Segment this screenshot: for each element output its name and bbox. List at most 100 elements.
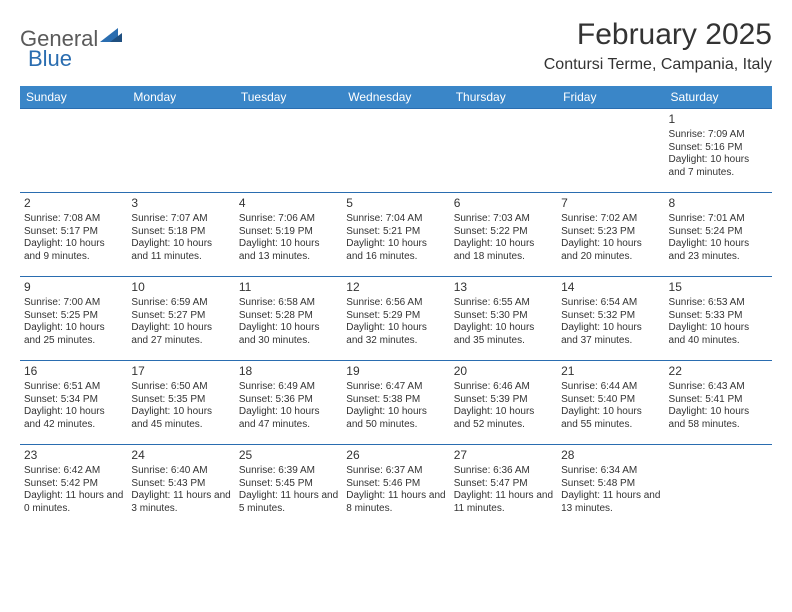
sunset-text: Sunset: 5:34 PM [24,394,123,407]
calendar-cell: 16Sunrise: 6:51 AMSunset: 5:34 PMDayligh… [20,361,127,445]
daylight-text: Daylight: 10 hours and 35 minutes. [454,322,553,347]
day-number: 13 [454,280,553,295]
day-number: 7 [561,196,660,211]
calendar-body: 1Sunrise: 7:09 AMSunset: 5:16 PMDaylight… [20,109,772,529]
day-number: 9 [24,280,123,295]
sunset-text: Sunset: 5:21 PM [346,226,445,239]
sunset-text: Sunset: 5:27 PM [131,310,230,323]
day-header: Friday [557,86,664,109]
sunset-text: Sunset: 5:36 PM [239,394,338,407]
brand-part2: Blue [28,46,72,72]
calendar-cell: 28Sunrise: 6:34 AMSunset: 5:48 PMDayligh… [557,445,664,529]
calendar-cell: 23Sunrise: 6:42 AMSunset: 5:42 PMDayligh… [20,445,127,529]
calendar-cell [235,109,342,193]
sunrise-text: Sunrise: 6:43 AM [669,381,768,394]
sunrise-text: Sunrise: 6:34 AM [561,465,660,478]
calendar-cell: 25Sunrise: 6:39 AMSunset: 5:45 PMDayligh… [235,445,342,529]
sunrise-text: Sunrise: 7:03 AM [454,213,553,226]
calendar-cell: 19Sunrise: 6:47 AMSunset: 5:38 PMDayligh… [342,361,449,445]
day-number: 2 [24,196,123,211]
day-header: Monday [127,86,234,109]
sunset-text: Sunset: 5:25 PM [24,310,123,323]
sunrise-text: Sunrise: 7:04 AM [346,213,445,226]
sunrise-text: Sunrise: 6:40 AM [131,465,230,478]
calendar-cell: 12Sunrise: 6:56 AMSunset: 5:29 PMDayligh… [342,277,449,361]
daylight-text: Daylight: 10 hours and 45 minutes. [131,406,230,431]
sunrise-text: Sunrise: 7:00 AM [24,297,123,310]
calendar-cell: 26Sunrise: 6:37 AMSunset: 5:46 PMDayligh… [342,445,449,529]
daylight-text: Daylight: 10 hours and 25 minutes. [24,322,123,347]
day-number: 16 [24,364,123,379]
sunset-text: Sunset: 5:40 PM [561,394,660,407]
calendar-cell: 10 Sunrise: 6:59 AMSunset: 5:27 PMDayligh… [127,277,234,361]
calendar-cell: 5Sunrise: 7:04 AMSunset: 5:21 PMDaylight… [342,193,449,277]
sunset-text: Sunset: 5:39 PM [454,394,553,407]
daylight-text: Daylight: 10 hours and 9 minutes. [24,238,123,263]
calendar-cell [342,109,449,193]
daylight-text: Daylight: 10 hours and 50 minutes. [346,406,445,431]
daylight-text: Daylight: 10 hours and 13 minutes. [239,238,338,263]
daylight-text: Daylight: 10 hours and 30 minutes. [239,322,338,347]
daylight-text: Daylight: 10 hours and 52 minutes. [454,406,553,431]
sunset-text: Sunset: 5:18 PM [131,226,230,239]
sunset-text: Sunset: 5:41 PM [669,394,768,407]
day-number: 11 [239,280,338,295]
daylight-text: Daylight: 10 hours and 32 minutes. [346,322,445,347]
calendar-cell: 1Sunrise: 7:09 AMSunset: 5:16 PMDaylight… [665,109,772,193]
day-number: 3 [131,196,230,211]
location-text: Contursi Terme, Campania, Italy [544,56,772,74]
sunrise-text: Sunrise: 6:59 AM [131,297,230,310]
sunset-text: Sunset: 5:33 PM [669,310,768,323]
daylight-text: Daylight: 10 hours and 58 minutes. [669,406,768,431]
calendar-cell: 11Sunrise: 6:58 AMSunset: 5:28 PMDayligh… [235,277,342,361]
day-number: 4 [239,196,338,211]
daylight-text: Daylight: 10 hours and 47 minutes. [239,406,338,431]
day-number: 12 [346,280,445,295]
day-header: Thursday [450,86,557,109]
calendar-cell [127,109,234,193]
calendar-cell [665,445,772,529]
calendar-cell: 15Sunrise: 6:53 AMSunset: 5:33 PMDayligh… [665,277,772,361]
sunset-text: Sunset: 5:47 PM [454,478,553,491]
sunrise-text: Sunrise: 6:46 AM [454,381,553,394]
daylight-text: Daylight: 10 hours and 23 minutes. [669,238,768,263]
calendar-cell: 9 Sunrise: 7:00 AMSunset: 5:25 PMDaylight… [20,277,127,361]
daylight-text: Daylight: 10 hours and 20 minutes. [561,238,660,263]
calendar-row: 1Sunrise: 7:09 AMSunset: 5:16 PMDaylight… [20,109,772,193]
sunrise-text: Sunrise: 7:01 AM [669,213,768,226]
calendar-row: 2Sunrise: 7:08 AMSunset: 5:17 PMDaylight… [20,193,772,277]
brand-triangle-icon [100,24,124,42]
sunset-text: Sunset: 5:30 PM [454,310,553,323]
day-number: 20 [454,364,553,379]
day-header: Sunday [20,86,127,109]
sunrise-text: Sunrise: 6:42 AM [24,465,123,478]
calendar-cell: 21Sunrise: 6:44 AMSunset: 5:40 PMDayligh… [557,361,664,445]
day-header: Wednesday [342,86,449,109]
header: General February 2025 Contursi Terme, Ca… [20,18,772,80]
day-number: 14 [561,280,660,295]
sunset-text: Sunset: 5:32 PM [561,310,660,323]
calendar-cell: 20 Sunrise: 6:46 AMSunset: 5:39 PMDayligh… [450,361,557,445]
day-number: 26 [346,448,445,463]
calendar-cell: 27Sunrise: 6:36 AMSunset: 5:47 PMDayligh… [450,445,557,529]
calendar-cell [557,109,664,193]
sunset-text: Sunset: 5:22 PM [454,226,553,239]
daylight-text: Daylight: 10 hours and 27 minutes. [131,322,230,347]
sunset-text: Sunset: 5:45 PM [239,478,338,491]
calendar-cell: 13Sunrise: 6:55 AMSunset: 5:30 PMDayligh… [450,277,557,361]
sunrise-text: Sunrise: 6:51 AM [24,381,123,394]
sunset-text: Sunset: 5:29 PM [346,310,445,323]
sunrise-text: Sunrise: 6:44 AM [561,381,660,394]
calendar-cell: 18Sunrise: 6:49 AMSunset: 5:36 PMDayligh… [235,361,342,445]
calendar-head: Sunday Monday Tuesday Wednesday Thursday… [20,86,772,109]
day-number: 18 [239,364,338,379]
day-number: 17 [131,364,230,379]
day-number: 10 [131,280,230,295]
sunrise-text: Sunrise: 7:07 AM [131,213,230,226]
day-number: 24 [131,448,230,463]
calendar-row: 23Sunrise: 6:42 AMSunset: 5:42 PMDayligh… [20,445,772,529]
calendar-cell: 24Sunrise: 6:40 AMSunset: 5:43 PMDayligh… [127,445,234,529]
sunset-text: Sunset: 5:35 PM [131,394,230,407]
calendar-cell: 22Sunrise: 6:43 AMSunset: 5:41 PMDayligh… [665,361,772,445]
day-header-row: Sunday Monday Tuesday Wednesday Thursday… [20,86,772,109]
